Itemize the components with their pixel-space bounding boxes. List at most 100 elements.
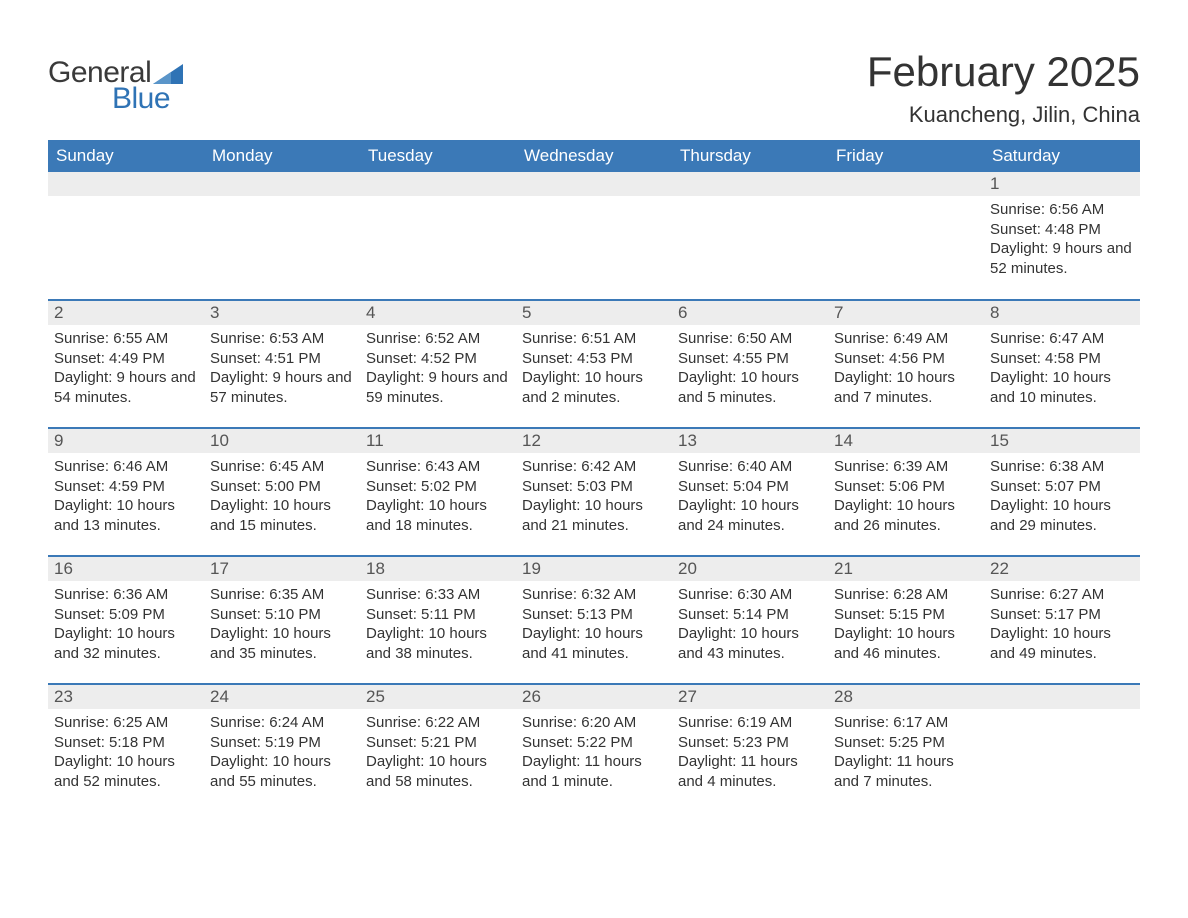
sunrise-line: Sunrise: 6:39 AM — [834, 457, 978, 477]
day-number — [984, 685, 1140, 709]
sunrise-line: Sunrise: 6:51 AM — [522, 329, 666, 349]
calendar-cell: 5Sunrise: 6:51 AMSunset: 4:53 PMDaylight… — [516, 300, 672, 428]
calendar-cell: 15Sunrise: 6:38 AMSunset: 5:07 PMDayligh… — [984, 428, 1140, 556]
sunset-line: Sunset: 5:13 PM — [522, 605, 666, 625]
sunset-line: Sunset: 4:52 PM — [366, 349, 510, 369]
sunset-line: Sunset: 5:14 PM — [678, 605, 822, 625]
calendar-cell: 23Sunrise: 6:25 AMSunset: 5:18 PMDayligh… — [48, 684, 204, 812]
brand-logo: General Blue — [48, 30, 183, 114]
sunset-line: Sunset: 5:03 PM — [522, 477, 666, 497]
sunset-line: Sunset: 4:49 PM — [54, 349, 198, 369]
daylight-line: Daylight: 10 hours and 21 minutes. — [522, 496, 666, 535]
day-number — [672, 172, 828, 196]
sunrise-line: Sunrise: 6:20 AM — [522, 713, 666, 733]
day-number: 9 — [48, 429, 204, 453]
sunrise-line: Sunrise: 6:42 AM — [522, 457, 666, 477]
day-detail: Sunrise: 6:36 AMSunset: 5:09 PMDaylight:… — [48, 581, 204, 669]
sunrise-line: Sunrise: 6:49 AM — [834, 329, 978, 349]
day-detail: Sunrise: 6:39 AMSunset: 5:06 PMDaylight:… — [828, 453, 984, 541]
day-detail: Sunrise: 6:20 AMSunset: 5:22 PMDaylight:… — [516, 709, 672, 797]
calendar-cell: 12Sunrise: 6:42 AMSunset: 5:03 PMDayligh… — [516, 428, 672, 556]
daylight-line: Daylight: 10 hours and 52 minutes. — [54, 752, 198, 791]
flag-icon — [153, 64, 183, 84]
location-subtitle: Kuancheng, Jilin, China — [867, 102, 1140, 128]
day-number — [828, 172, 984, 196]
day-detail: Sunrise: 6:42 AMSunset: 5:03 PMDaylight:… — [516, 453, 672, 541]
day-number — [204, 172, 360, 196]
day-number: 5 — [516, 301, 672, 325]
weekday-header: Sunday — [48, 140, 204, 172]
weekday-header: Friday — [828, 140, 984, 172]
sunrise-line: Sunrise: 6:17 AM — [834, 713, 978, 733]
sunrise-line: Sunrise: 6:25 AM — [54, 713, 198, 733]
calendar-week: 16Sunrise: 6:36 AMSunset: 5:09 PMDayligh… — [48, 556, 1140, 684]
calendar-cell: 2Sunrise: 6:55 AMSunset: 4:49 PMDaylight… — [48, 300, 204, 428]
day-number: 26 — [516, 685, 672, 709]
sunset-line: Sunset: 4:56 PM — [834, 349, 978, 369]
day-number: 19 — [516, 557, 672, 581]
sunset-line: Sunset: 5:25 PM — [834, 733, 978, 753]
day-number: 28 — [828, 685, 984, 709]
sunrise-line: Sunrise: 6:27 AM — [990, 585, 1134, 605]
daylight-line: Daylight: 10 hours and 43 minutes. — [678, 624, 822, 663]
daylight-line: Daylight: 10 hours and 35 minutes. — [210, 624, 354, 663]
daylight-line: Daylight: 9 hours and 59 minutes. — [366, 368, 510, 407]
daylight-line: Daylight: 10 hours and 32 minutes. — [54, 624, 198, 663]
daylight-line: Daylight: 10 hours and 18 minutes. — [366, 496, 510, 535]
sunrise-line: Sunrise: 6:24 AM — [210, 713, 354, 733]
weekday-header: Saturday — [984, 140, 1140, 172]
sunset-line: Sunset: 5:18 PM — [54, 733, 198, 753]
daylight-line: Daylight: 11 hours and 7 minutes. — [834, 752, 978, 791]
day-detail: Sunrise: 6:49 AMSunset: 4:56 PMDaylight:… — [828, 325, 984, 413]
calendar-cell: 9Sunrise: 6:46 AMSunset: 4:59 PMDaylight… — [48, 428, 204, 556]
sunrise-line: Sunrise: 6:47 AM — [990, 329, 1134, 349]
day-number: 13 — [672, 429, 828, 453]
sunrise-line: Sunrise: 6:43 AM — [366, 457, 510, 477]
sunrise-line: Sunrise: 6:22 AM — [366, 713, 510, 733]
calendar-cell: 24Sunrise: 6:24 AMSunset: 5:19 PMDayligh… — [204, 684, 360, 812]
calendar-week: 1Sunrise: 6:56 AMSunset: 4:48 PMDaylight… — [48, 172, 1140, 300]
day-number: 22 — [984, 557, 1140, 581]
daylight-line: Daylight: 10 hours and 26 minutes. — [834, 496, 978, 535]
day-number: 25 — [360, 685, 516, 709]
day-number: 20 — [672, 557, 828, 581]
calendar-cell: 7Sunrise: 6:49 AMSunset: 4:56 PMDaylight… — [828, 300, 984, 428]
calendar-cell: 13Sunrise: 6:40 AMSunset: 5:04 PMDayligh… — [672, 428, 828, 556]
calendar-cell: 20 Sunrise: 6:30 AMSunset: 5:14 PMDayligh… — [672, 556, 828, 684]
day-number: 11 — [360, 429, 516, 453]
daylight-line: Daylight: 10 hours and 24 minutes. — [678, 496, 822, 535]
day-number: 21 — [828, 557, 984, 581]
day-number: 16 — [48, 557, 204, 581]
daylight-line: Daylight: 10 hours and 13 minutes. — [54, 496, 198, 535]
sunset-line: Sunset: 5:17 PM — [990, 605, 1134, 625]
sunset-line: Sunset: 4:58 PM — [990, 349, 1134, 369]
daylight-line: Daylight: 10 hours and 7 minutes. — [834, 368, 978, 407]
calendar-cell — [672, 172, 828, 300]
sunset-line: Sunset: 5:23 PM — [678, 733, 822, 753]
calendar-cell: 3Sunrise: 6:53 AMSunset: 4:51 PMDaylight… — [204, 300, 360, 428]
day-detail: Sunrise: 6:32 AMSunset: 5:13 PMDaylight:… — [516, 581, 672, 669]
sunset-line: Sunset: 4:48 PM — [990, 220, 1134, 240]
calendar-cell: 10Sunrise: 6:45 AMSunset: 5:00 PMDayligh… — [204, 428, 360, 556]
day-number: 15 — [984, 429, 1140, 453]
day-detail: Sunrise: 6:33 AMSunset: 5:11 PMDaylight:… — [360, 581, 516, 669]
daylight-line: Daylight: 10 hours and 15 minutes. — [210, 496, 354, 535]
calendar-cell: 17Sunrise: 6:35 AMSunset: 5:10 PMDayligh… — [204, 556, 360, 684]
calendar-cell: 11Sunrise: 6:43 AMSunset: 5:02 PMDayligh… — [360, 428, 516, 556]
sunset-line: Sunset: 4:55 PM — [678, 349, 822, 369]
day-number: 8 — [984, 301, 1140, 325]
day-number: 1 — [984, 172, 1140, 196]
sunrise-line: Sunrise: 6:38 AM — [990, 457, 1134, 477]
sunrise-line: Sunrise: 6:30 AM — [678, 585, 822, 605]
calendar-cell — [984, 684, 1140, 812]
calendar-cell: 8Sunrise: 6:47 AMSunset: 4:58 PMDaylight… — [984, 300, 1140, 428]
weekday-header: Thursday — [672, 140, 828, 172]
day-number: 3 — [204, 301, 360, 325]
calendar-cell: 4Sunrise: 6:52 AMSunset: 4:52 PMDaylight… — [360, 300, 516, 428]
sunset-line: Sunset: 4:53 PM — [522, 349, 666, 369]
sunset-line: Sunset: 5:22 PM — [522, 733, 666, 753]
sunset-line: Sunset: 4:59 PM — [54, 477, 198, 497]
sunrise-line: Sunrise: 6:28 AM — [834, 585, 978, 605]
sunset-line: Sunset: 5:10 PM — [210, 605, 354, 625]
day-number — [360, 172, 516, 196]
